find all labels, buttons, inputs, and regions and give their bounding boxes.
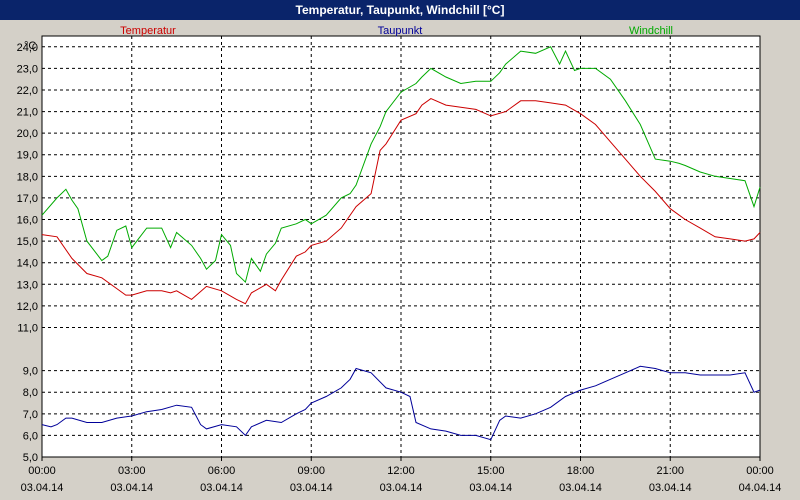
y-tick-label: 12,0 — [17, 301, 38, 313]
y-tick-label: 24,0 — [17, 42, 38, 54]
y-axis-ticks: 5,0 6,0 7,0 8,0 9,0 11,0 12,0 13,0 14,0 15,0 16,0 1… — [17, 42, 38, 464]
y-tick-label: 6,0 — [23, 430, 38, 442]
x-tick-date: 03.04.14 — [559, 482, 602, 494]
y-tick-label: 15,0 — [17, 236, 38, 248]
x-tick-time: 21:00 — [656, 465, 684, 477]
y-tick-label: 19,0 — [17, 150, 38, 162]
legend-entry-taupunkt: Taupunkt — [378, 25, 423, 37]
x-axis-ticks: 00:00 03.04.14 03:00 03.04.14 06:00 03.04.14 0… — [21, 457, 782, 494]
y-tick-label: 20,0 — [17, 128, 38, 140]
x-tick-date: 03.04.14 — [469, 482, 512, 494]
series-lines — [41, 46, 761, 441]
x-tick-time: 00:00 — [28, 465, 56, 477]
x-tick-time: 03:00 — [118, 465, 146, 477]
y-tick-label: 11,0 — [17, 322, 38, 334]
x-tick-date: 03.04.14 — [110, 482, 153, 494]
y-tick-label: 22,0 — [17, 85, 38, 97]
y-tick-label: 17,0 — [17, 193, 38, 205]
x-tick-time: 18:00 — [567, 465, 595, 477]
x-tick-time: 00:00 — [746, 465, 774, 477]
x-tick-date: 03.04.14 — [380, 482, 423, 494]
x-tick-time: 09:00 — [297, 465, 325, 477]
legend-entry-temperatur: Temperatur — [120, 25, 176, 37]
series-line-taupunkt — [41, 365, 761, 441]
y-tick-label: 21,0 — [17, 107, 38, 119]
x-tick-date: 03.04.14 — [200, 482, 243, 494]
y-tick-label: 16,0 — [17, 215, 38, 227]
y-tick-label: 8,0 — [23, 387, 38, 399]
y-axis-label: °C — [24, 40, 36, 52]
x-tick-date: 04.04.14 — [739, 482, 782, 494]
y-tick-label: 9,0 — [23, 366, 38, 378]
x-tick-date: 03.04.14 — [21, 482, 64, 494]
y-tick-label: 5,0 — [23, 452, 38, 464]
line-chart: 5,0 6,0 7,0 8,0 9,0 11,0 12,0 13,0 14,0 15,0 16,0 1… — [17, 25, 782, 494]
x-tick-date: 03.04.14 — [290, 482, 333, 494]
x-tick-time: 12:00 — [387, 465, 415, 477]
y-tick-label: 7,0 — [23, 409, 38, 421]
y-tick-label: 18,0 — [17, 171, 38, 183]
window-title: Temperatur, Taupunkt, Windchill [°C] — [0, 0, 800, 20]
y-tick-label: 23,0 — [17, 63, 38, 75]
y-tick-label: 14,0 — [17, 258, 38, 270]
legend-entry-windchill: Windchill — [629, 25, 673, 37]
series-line-temperatur — [41, 98, 761, 305]
x-tick-time: 15:00 — [477, 465, 505, 477]
y-tick-label: 13,0 — [17, 279, 38, 291]
x-tick-date: 03.04.14 — [649, 482, 692, 494]
legend: Temperatur Taupunkt Windchill — [120, 25, 673, 37]
x-tick-time: 06:00 — [208, 465, 236, 477]
series-line-windchill — [41, 46, 761, 284]
